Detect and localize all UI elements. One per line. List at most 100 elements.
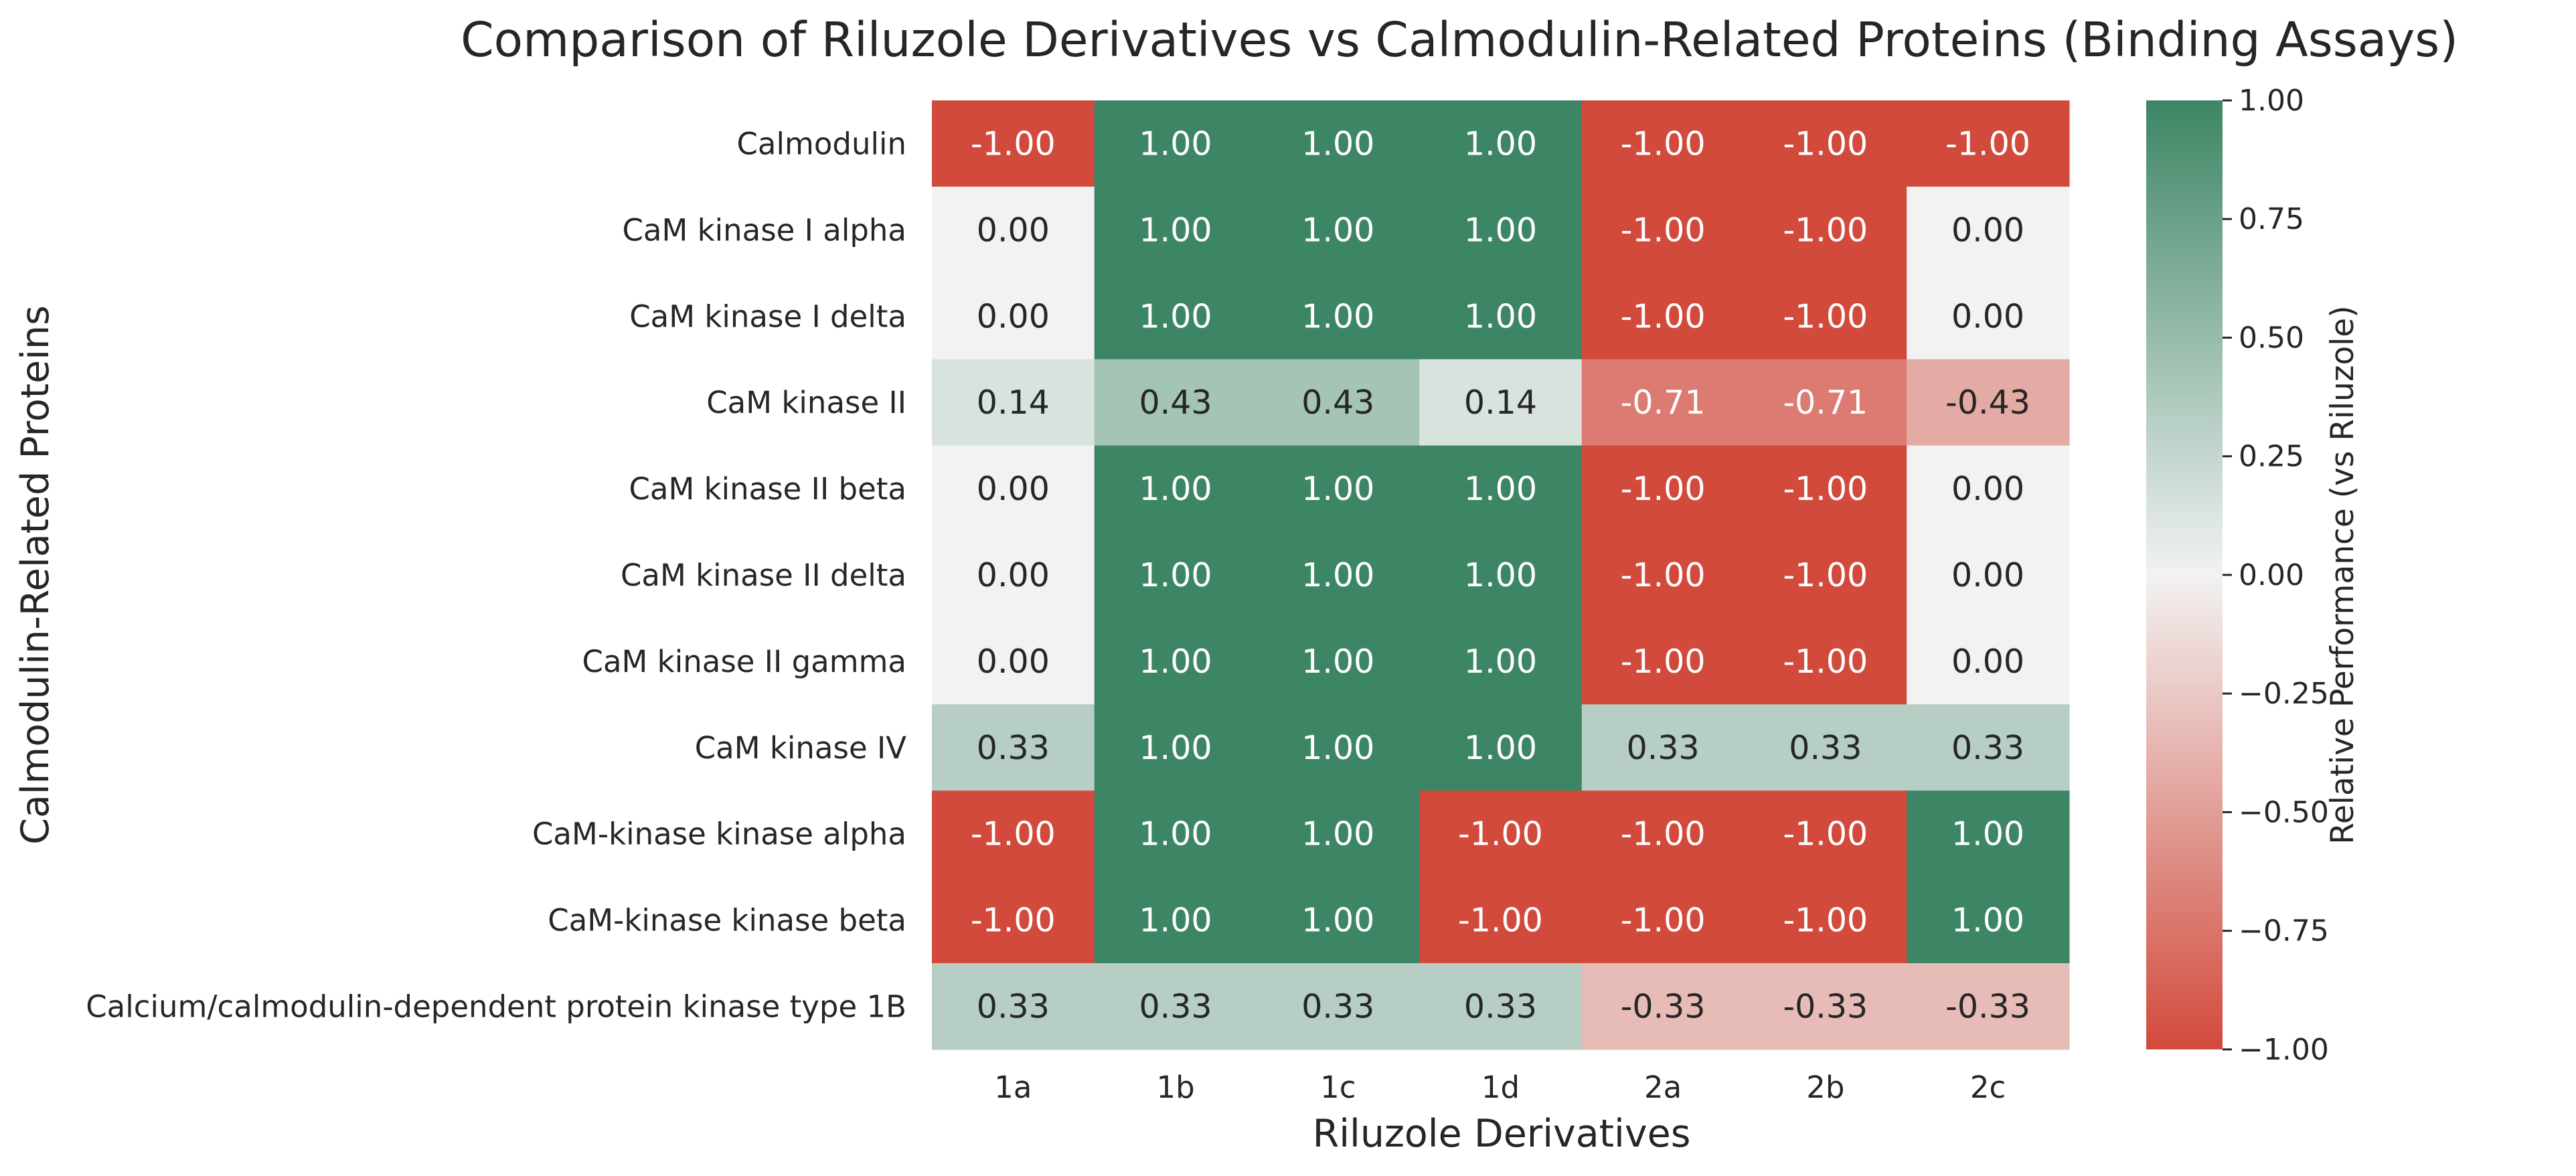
heatmap-cell <box>1094 704 1257 791</box>
cell-value-label: 1.00 <box>1139 556 1212 594</box>
heatmap-cell <box>1094 877 1257 964</box>
cell-value-label: 0.33 <box>1789 729 1862 767</box>
colorbar-tick-label: −0.50 <box>2239 795 2329 829</box>
heatmap-cell <box>1257 531 1420 618</box>
y-tick-label: CaM-kinase kinase alpha <box>532 817 906 852</box>
heatmap-cell <box>1907 359 2070 446</box>
cell-value-label: 1.00 <box>1139 297 1212 335</box>
heatmap-cell <box>1419 359 1583 446</box>
cell-value-label: 1.00 <box>1139 815 1212 853</box>
heatmap-cell <box>1419 272 1583 360</box>
cell-value-label: 1.00 <box>1301 556 1374 594</box>
y-tick-label: CaM kinase II delta <box>621 558 906 593</box>
heatmap-cell <box>1581 186 1745 274</box>
heatmap-cell <box>1581 877 1745 964</box>
heatmap-cell <box>1257 790 1420 877</box>
cell-value-label: 0.33 <box>1627 729 1700 767</box>
cell-value-label: -1.00 <box>1458 815 1543 853</box>
cell-value-label: -1.00 <box>1783 124 1868 163</box>
cell-value-label: -1.00 <box>1621 470 1706 508</box>
cell-value-label: 0.33 <box>1301 987 1374 1025</box>
heatmap-cell <box>1094 531 1257 618</box>
y-tick-label: CaM kinase IV <box>695 730 906 766</box>
cell-value-label: 1.00 <box>1464 729 1537 767</box>
cell-value-label: 1.00 <box>1464 297 1537 335</box>
heatmap-cell <box>1744 790 1907 877</box>
heatmap-cell <box>1419 100 1583 187</box>
heatmap-cell <box>1419 445 1583 533</box>
cell-value-label: 1.00 <box>1139 902 1212 940</box>
cell-value-label: 1.00 <box>1301 815 1374 853</box>
cell-value-label: -0.71 <box>1621 384 1706 422</box>
y-tick-label: CaM kinase I alpha <box>622 212 906 248</box>
cell-value-label: 1.00 <box>1139 643 1212 681</box>
heatmap-cell <box>1094 359 1257 446</box>
cell-value-label: 0.43 <box>1139 384 1212 422</box>
cell-value-label: 0.00 <box>977 297 1050 335</box>
heatmap-cell <box>932 704 1095 791</box>
heatmap-cell <box>1581 445 1745 533</box>
cell-value-label: -1.00 <box>1783 556 1868 594</box>
cell-value-label: 0.00 <box>1951 556 2024 594</box>
heatmap-cell <box>1094 272 1257 360</box>
cell-value-label: 0.00 <box>1951 643 2024 681</box>
cell-value-label: -0.33 <box>1945 987 2030 1025</box>
heatmap-cell <box>932 877 1095 964</box>
cell-value-label: -1.00 <box>1621 211 1706 249</box>
heatmap-cell <box>1907 618 2070 705</box>
colorbar-tick-label: −1.00 <box>2239 1033 2329 1067</box>
cell-value-label: 0.00 <box>1951 211 2024 249</box>
colorbar-tick-label: 0.50 <box>2239 321 2304 355</box>
heatmap-cell <box>932 531 1095 618</box>
y-tick-label: CaM kinase II beta <box>629 471 906 507</box>
colorbar-tick-label: 0.75 <box>2239 202 2304 236</box>
heatmap-cell <box>1907 186 2070 274</box>
heatmap-cell <box>1257 963 1420 1050</box>
cell-value-label: 1.00 <box>1301 902 1374 940</box>
heatmap-cell <box>1094 186 1257 274</box>
cell-value-label: 1.00 <box>1464 470 1537 508</box>
cell-value-label: -1.00 <box>1783 211 1868 249</box>
heatmap-cell <box>1744 704 1907 791</box>
cell-value-label: -1.00 <box>971 124 1056 163</box>
cell-value-label: -1.00 <box>1621 297 1706 335</box>
chart-title: Comparison of Riluzole Derivatives vs Ca… <box>461 12 2458 68</box>
cell-value-label: 0.14 <box>1464 384 1537 422</box>
heatmap-cell <box>1907 100 2070 187</box>
heatmap-cell <box>1257 618 1420 705</box>
heatmap-cell <box>1907 531 2070 618</box>
heatmap-cell <box>932 186 1095 274</box>
cell-value-label: 1.00 <box>1139 211 1212 249</box>
heatmap-cell <box>1257 445 1420 533</box>
heatmap-cell <box>1907 963 2070 1050</box>
cell-value-label: 1.00 <box>1301 297 1374 335</box>
heatmap-cell <box>1744 100 1907 187</box>
heatmap-cells: -1.00 1.00 1.00 1.00 -1.00 -1.00 -1.00 0.00 1.00… <box>932 100 2070 1050</box>
cell-value-label: 1.00 <box>1139 470 1212 508</box>
heatmap-cell <box>1419 618 1583 705</box>
colorbar-ticks: 1.00 0.75 0.50 0.25 0.00 −0.25 −0.50 −0.75 −1.00 <box>2223 84 2329 1067</box>
heatmap-cell <box>1419 531 1583 618</box>
heatmap-cell <box>1419 186 1583 274</box>
cell-value-label: 1.00 <box>1301 470 1374 508</box>
y-axis-label: Calmodulin-Related Proteins <box>13 305 58 845</box>
cell-value-label: -1.00 <box>1783 902 1868 940</box>
cell-value-label: -1.00 <box>1621 556 1706 594</box>
cell-value-label: 1.00 <box>1464 643 1537 681</box>
cell-value-label: -1.00 <box>1621 815 1706 853</box>
heatmap-cell <box>932 445 1095 533</box>
heatmap-cell <box>1581 100 1745 187</box>
cell-value-label: 0.33 <box>977 987 1050 1025</box>
heatmap-cell <box>1419 790 1583 877</box>
heatmap-cell <box>1094 790 1257 877</box>
y-tick-label: CaM kinase II <box>706 385 906 420</box>
cell-value-label: 1.00 <box>1139 124 1212 163</box>
cell-value-label: -1.00 <box>971 815 1056 853</box>
colorbar-label: Relative Performance (vs Riluzole) <box>2324 305 2361 844</box>
x-tick-label: 1b <box>1156 1070 1194 1105</box>
heatmap-cell <box>1744 445 1907 533</box>
cell-value-label: -0.71 <box>1783 384 1868 422</box>
cell-value-label: 1.00 <box>1951 815 2024 853</box>
colorbar-tick-label: 0.00 <box>2239 558 2304 592</box>
heatmap-cell <box>1907 272 2070 360</box>
